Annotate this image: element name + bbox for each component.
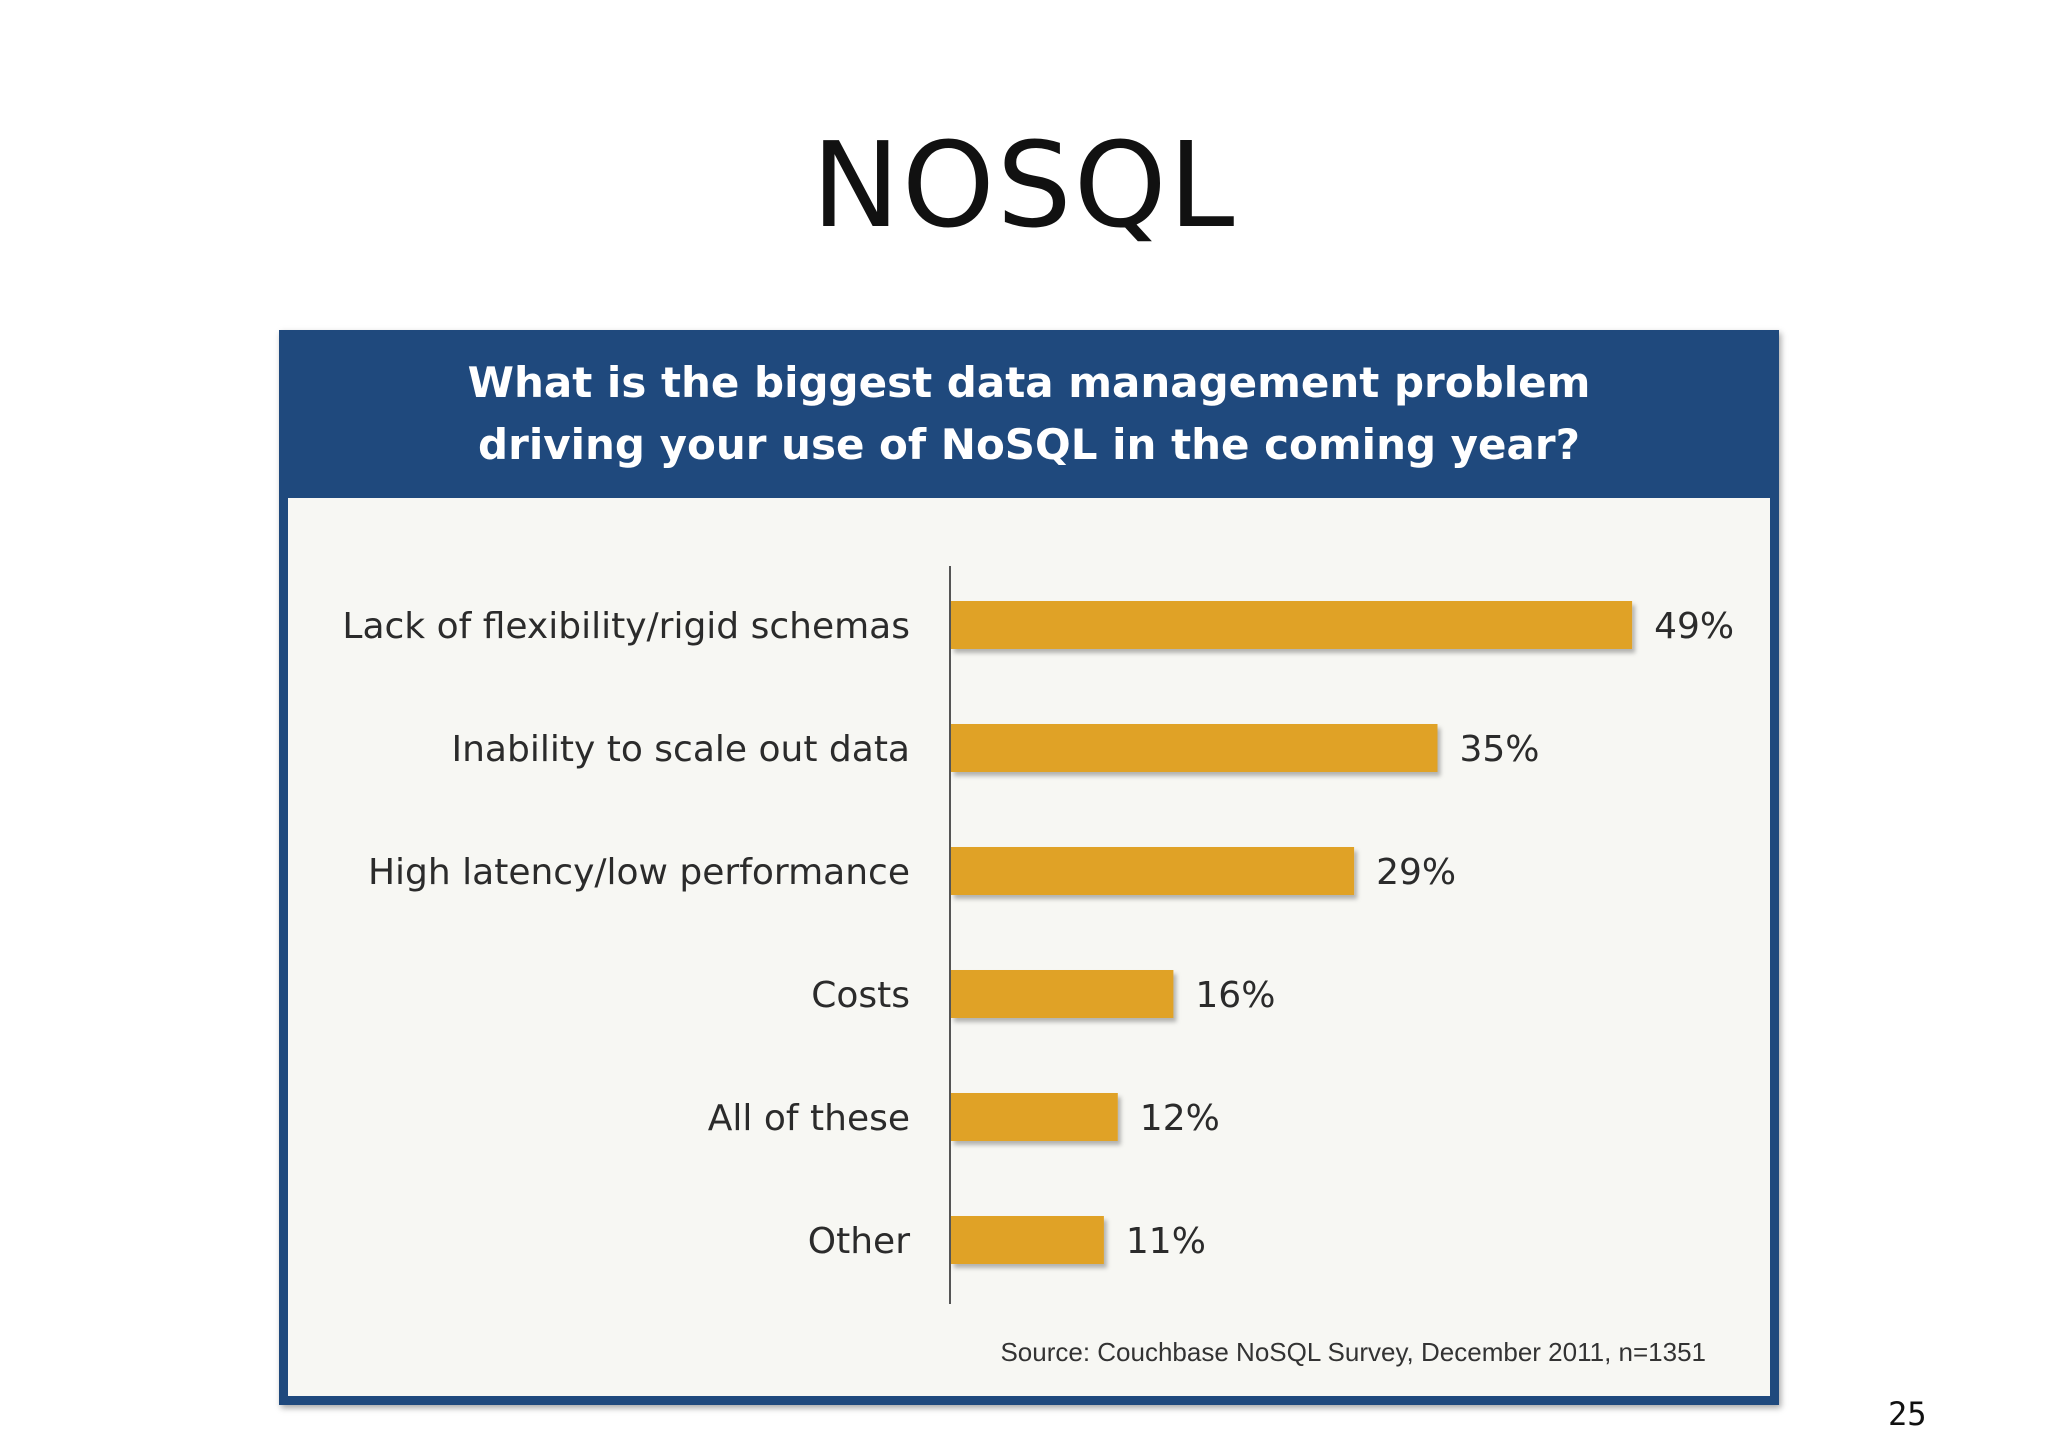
bar — [951, 724, 1438, 772]
category-label: Lack of flexibility/rigid schemas — [342, 606, 910, 647]
chart-title: What is the biggest data management prob… — [279, 330, 1779, 498]
data-label: 35% — [1460, 729, 1540, 770]
page-number: 25 — [1888, 1395, 1927, 1433]
chart-frame: What is the biggest data management prob… — [279, 330, 1779, 1405]
bar — [951, 1216, 1104, 1264]
data-label: 49% — [1654, 606, 1734, 647]
chart-title-line-2: driving your use of NoSQL in the coming … — [478, 420, 1580, 469]
bar — [951, 1093, 1118, 1141]
category-label: Inability to scale out data — [452, 729, 911, 770]
chart-plot-area: Lack of flexibility/rigid schemas 49% Inab… — [288, 498, 1770, 1396]
chart-source: Source: Couchbase NoSQL Survey, December… — [1000, 1337, 1706, 1367]
data-label: 12% — [1140, 1098, 1220, 1139]
bar — [951, 970, 1174, 1018]
bar-chart: Lack of flexibility/rigid schemas 49% Inab… — [342, 566, 1734, 1304]
category-label: Other — [808, 1221, 910, 1262]
category-label: High latency/low performance — [368, 852, 910, 893]
data-label: 16% — [1195, 975, 1275, 1016]
slide-title: NOSQL — [811, 116, 1237, 254]
data-label: 11% — [1126, 1221, 1206, 1262]
category-label: All of these — [708, 1098, 910, 1139]
bar — [951, 847, 1355, 895]
chart-title-line-1: What is the biggest data management prob… — [467, 358, 1591, 407]
bar — [951, 601, 1633, 649]
category-label: Costs — [811, 975, 910, 1016]
data-label: 29% — [1376, 852, 1456, 893]
